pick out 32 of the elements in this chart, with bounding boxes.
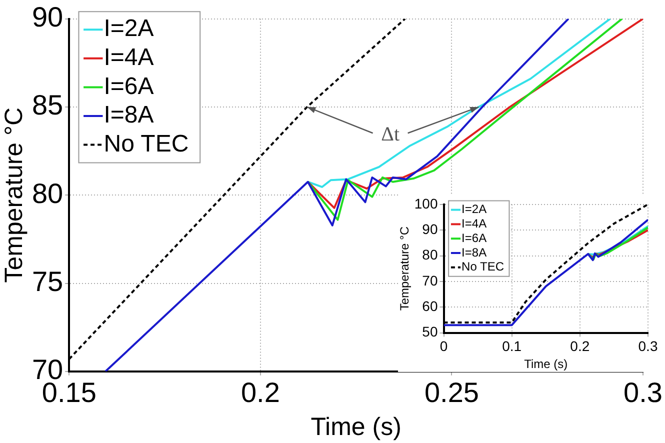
x-tick-label: 0.2 (570, 338, 590, 354)
legend-label: I=8A (104, 102, 154, 129)
x-tick-label: 0 (440, 338, 448, 354)
y-tick-label: 80 (32, 178, 64, 209)
x-axis-title: Time (s) (310, 412, 402, 441)
x-tick-label: 0.1 (502, 338, 522, 354)
legend-label: I=6A (462, 230, 487, 245)
legend-label: I=4A (462, 216, 487, 231)
legend-label: I=4A (104, 44, 154, 72)
y-tick-label: 75 (32, 266, 64, 297)
legend-label: No TEC (462, 260, 504, 274)
legend-label: I=2A (104, 15, 154, 42)
y-tick-label: 60 (422, 298, 438, 314)
y-tick-label: 90 (422, 220, 438, 237)
y-tick-label: 85 (32, 90, 64, 121)
annotation: Δt (381, 123, 400, 146)
legend-label: I=2A (462, 202, 487, 216)
legend-label: I=8A (462, 245, 487, 260)
y-tick-label: 50 (422, 324, 438, 340)
legend-label: I=6A (104, 72, 154, 100)
x-tick-label: 0.3 (638, 338, 658, 354)
x-axis-title: Time (s) (524, 357, 568, 372)
y-axis-title: Temperature °C (0, 107, 28, 283)
x-tick-label: 0.3 (624, 376, 662, 408)
y-tick-label: 70 (422, 272, 438, 288)
y-axis-title: Temperature °C (398, 226, 412, 311)
x-tick-label: 0.2 (240, 376, 280, 408)
x-tick-label: 0.25 (424, 376, 479, 408)
y-tick-label: 80 (422, 246, 438, 263)
legend-label: No TEC (104, 130, 189, 158)
y-tick-label: 100 (414, 195, 438, 212)
y-tick-label: 90 (32, 2, 64, 33)
